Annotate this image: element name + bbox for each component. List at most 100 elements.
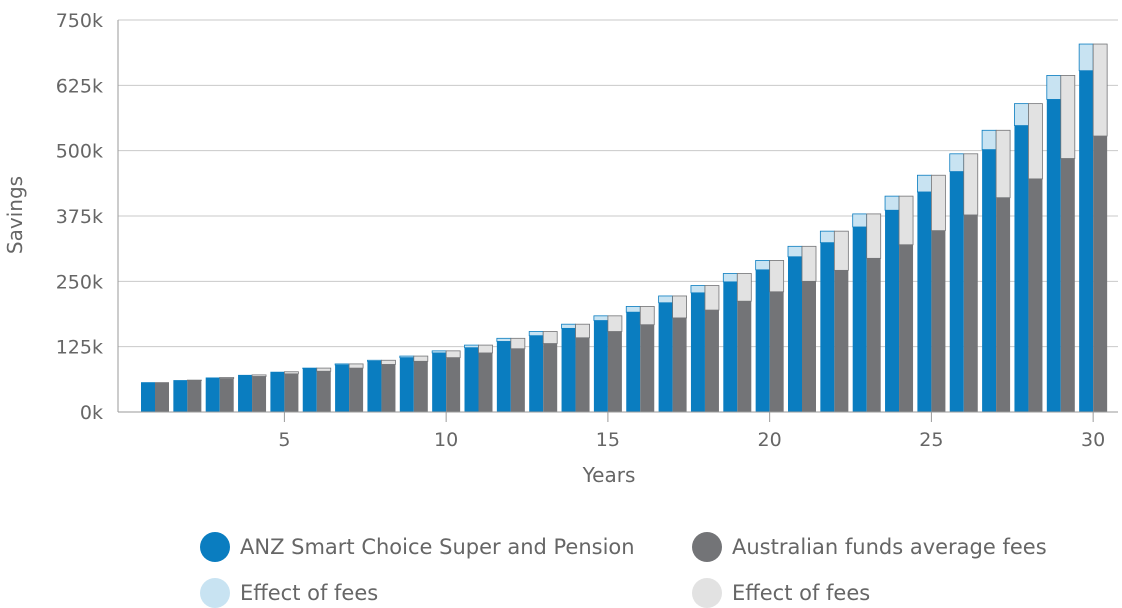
bar-anz-fees-year-6 [302, 367, 318, 370]
bar-average-year-28 [1028, 178, 1043, 412]
bar-anz-year-21 [788, 256, 802, 412]
bar-average-fees-year-4 [251, 374, 267, 377]
bar-average-year-8 [381, 364, 396, 412]
bar-anz-fees-year-11 [464, 344, 479, 349]
bar-average-fees-year-23 [866, 213, 882, 259]
bar-average-fees-year-24 [898, 195, 914, 246]
bar-average-year-18 [704, 310, 719, 412]
bar-average-fees-year-26 [963, 153, 979, 216]
bar-average-year-21 [802, 281, 816, 412]
y-tick-label-2: 250k [56, 271, 103, 293]
bar-anz-year-19 [723, 281, 738, 412]
bar-average-year-27 [996, 197, 1011, 412]
x-tick-label-2: 15 [596, 429, 620, 451]
bar-average-fees-year-17 [672, 295, 687, 319]
bar-anz-year-23 [852, 226, 867, 412]
bar-average-fees-year-15 [607, 315, 623, 332]
bar-average-year-26 [963, 214, 978, 412]
bar-average-fees-year-7 [348, 363, 364, 369]
bar-anz-fees-year-16 [625, 306, 641, 313]
bar-anz-fees-year-21 [787, 245, 803, 258]
x-tick-label-4: 25 [919, 429, 943, 451]
bar-anz-year-28 [1014, 125, 1029, 412]
bar-anz-year-18 [690, 292, 705, 412]
bar-anz-fees-year-25 [917, 174, 932, 193]
bar-anz-year-10 [432, 352, 447, 412]
bar-anz-year-30 [1079, 70, 1094, 412]
bar-anz-year-1 [141, 382, 155, 412]
bar-average-year-30 [1093, 136, 1108, 413]
bar-anz-fees-year-7 [334, 363, 350, 366]
x-tick-label-1: 10 [434, 429, 458, 451]
x-tick-label-3: 20 [758, 429, 782, 451]
bar-anz-fees-year-10 [431, 350, 447, 354]
bar-average-fees-year-19 [736, 273, 752, 302]
bar-average-year-4 [252, 376, 267, 412]
bar-average-year-12 [510, 348, 525, 412]
bar-average-year-24 [899, 244, 914, 412]
bar-average-year-6 [316, 371, 331, 412]
bar-anz-year-2 [173, 380, 188, 412]
bar-anz-year-15 [593, 320, 608, 412]
bar-average-fees-year-25 [931, 174, 946, 232]
bar-anz-fees-year-28 [1014, 103, 1029, 126]
bar-average-fees-year-14 [575, 323, 590, 339]
bar-anz-year-5 [270, 371, 285, 412]
bar-average-fees-year-21 [801, 245, 817, 282]
bar-anz-year-6 [302, 368, 317, 412]
x-axis-title: Years [582, 463, 636, 487]
bar-average-fees-year-29 [1060, 75, 1076, 159]
bar-anz-fees-year-24 [884, 195, 900, 211]
bar-average-year-25 [931, 230, 946, 412]
bar-anz-year-24 [885, 210, 900, 412]
bar-average-year-11 [478, 352, 493, 412]
bar-average-fees-year-9 [413, 355, 429, 362]
bar-average-fees-year-12 [510, 337, 526, 350]
bar-anz-year-11 [464, 347, 479, 412]
bar-anz-fees-year-19 [722, 273, 738, 283]
bar-average-year-2 [187, 380, 202, 412]
y-tick-label-0: 0k [80, 402, 103, 424]
bar-anz-year-22 [820, 242, 835, 412]
bar-anz-year-17 [658, 302, 673, 412]
bar-average-fees-year-30 [1092, 43, 1108, 137]
bar-average-fees-year-27 [995, 129, 1011, 199]
bar-average-year-17 [672, 317, 687, 412]
bar-average-fees-year-3 [219, 377, 235, 379]
bar-average-fees-year-10 [445, 350, 461, 359]
bar-average-year-19 [737, 301, 752, 412]
x-tick-label-0: 5 [278, 429, 290, 451]
bar-average-year-3 [219, 378, 234, 412]
bar-anz-fees-year-14 [561, 323, 576, 329]
bar-anz-fees-year-12 [496, 337, 512, 342]
bar-average-year-14 [575, 337, 590, 412]
bar-anz-fees-year-9 [399, 355, 415, 359]
bar-average-year-10 [446, 357, 461, 412]
y-tick-label-1: 125k [56, 337, 103, 359]
bar-anz-fees-year-17 [658, 295, 673, 304]
bar-anz-year-26 [949, 171, 964, 412]
bar-anz-year-7 [335, 364, 350, 412]
y-tick-label-3: 375k [56, 206, 103, 228]
bar-anz-fees-year-23 [852, 213, 868, 228]
bar-anz-fees-year-20 [755, 260, 771, 271]
bar-average-fees-year-11 [478, 344, 493, 354]
bar-average-fees-year-22 [833, 230, 849, 271]
bar-anz-year-4 [238, 374, 253, 412]
bar-average-fees-year-18 [704, 285, 720, 311]
bar-average-year-20 [769, 291, 784, 412]
bar-average-year-9 [413, 361, 428, 412]
bar-average-fees-year-28 [1028, 103, 1043, 180]
bar-anz-year-29 [1046, 99, 1061, 412]
bar-anz-year-12 [496, 341, 511, 412]
bar-average-year-7 [349, 368, 364, 412]
bar-average-year-1 [155, 382, 169, 412]
bar-anz-year-9 [399, 357, 414, 412]
bar-average-year-29 [1060, 158, 1075, 412]
bar-average-fees-year-13 [542, 331, 558, 344]
bar-anz-fees-year-13 [528, 331, 544, 337]
bar-average-year-23 [866, 258, 881, 412]
bar-anz-year-13 [529, 335, 544, 412]
y-tick-label-6: 750k [56, 10, 103, 32]
